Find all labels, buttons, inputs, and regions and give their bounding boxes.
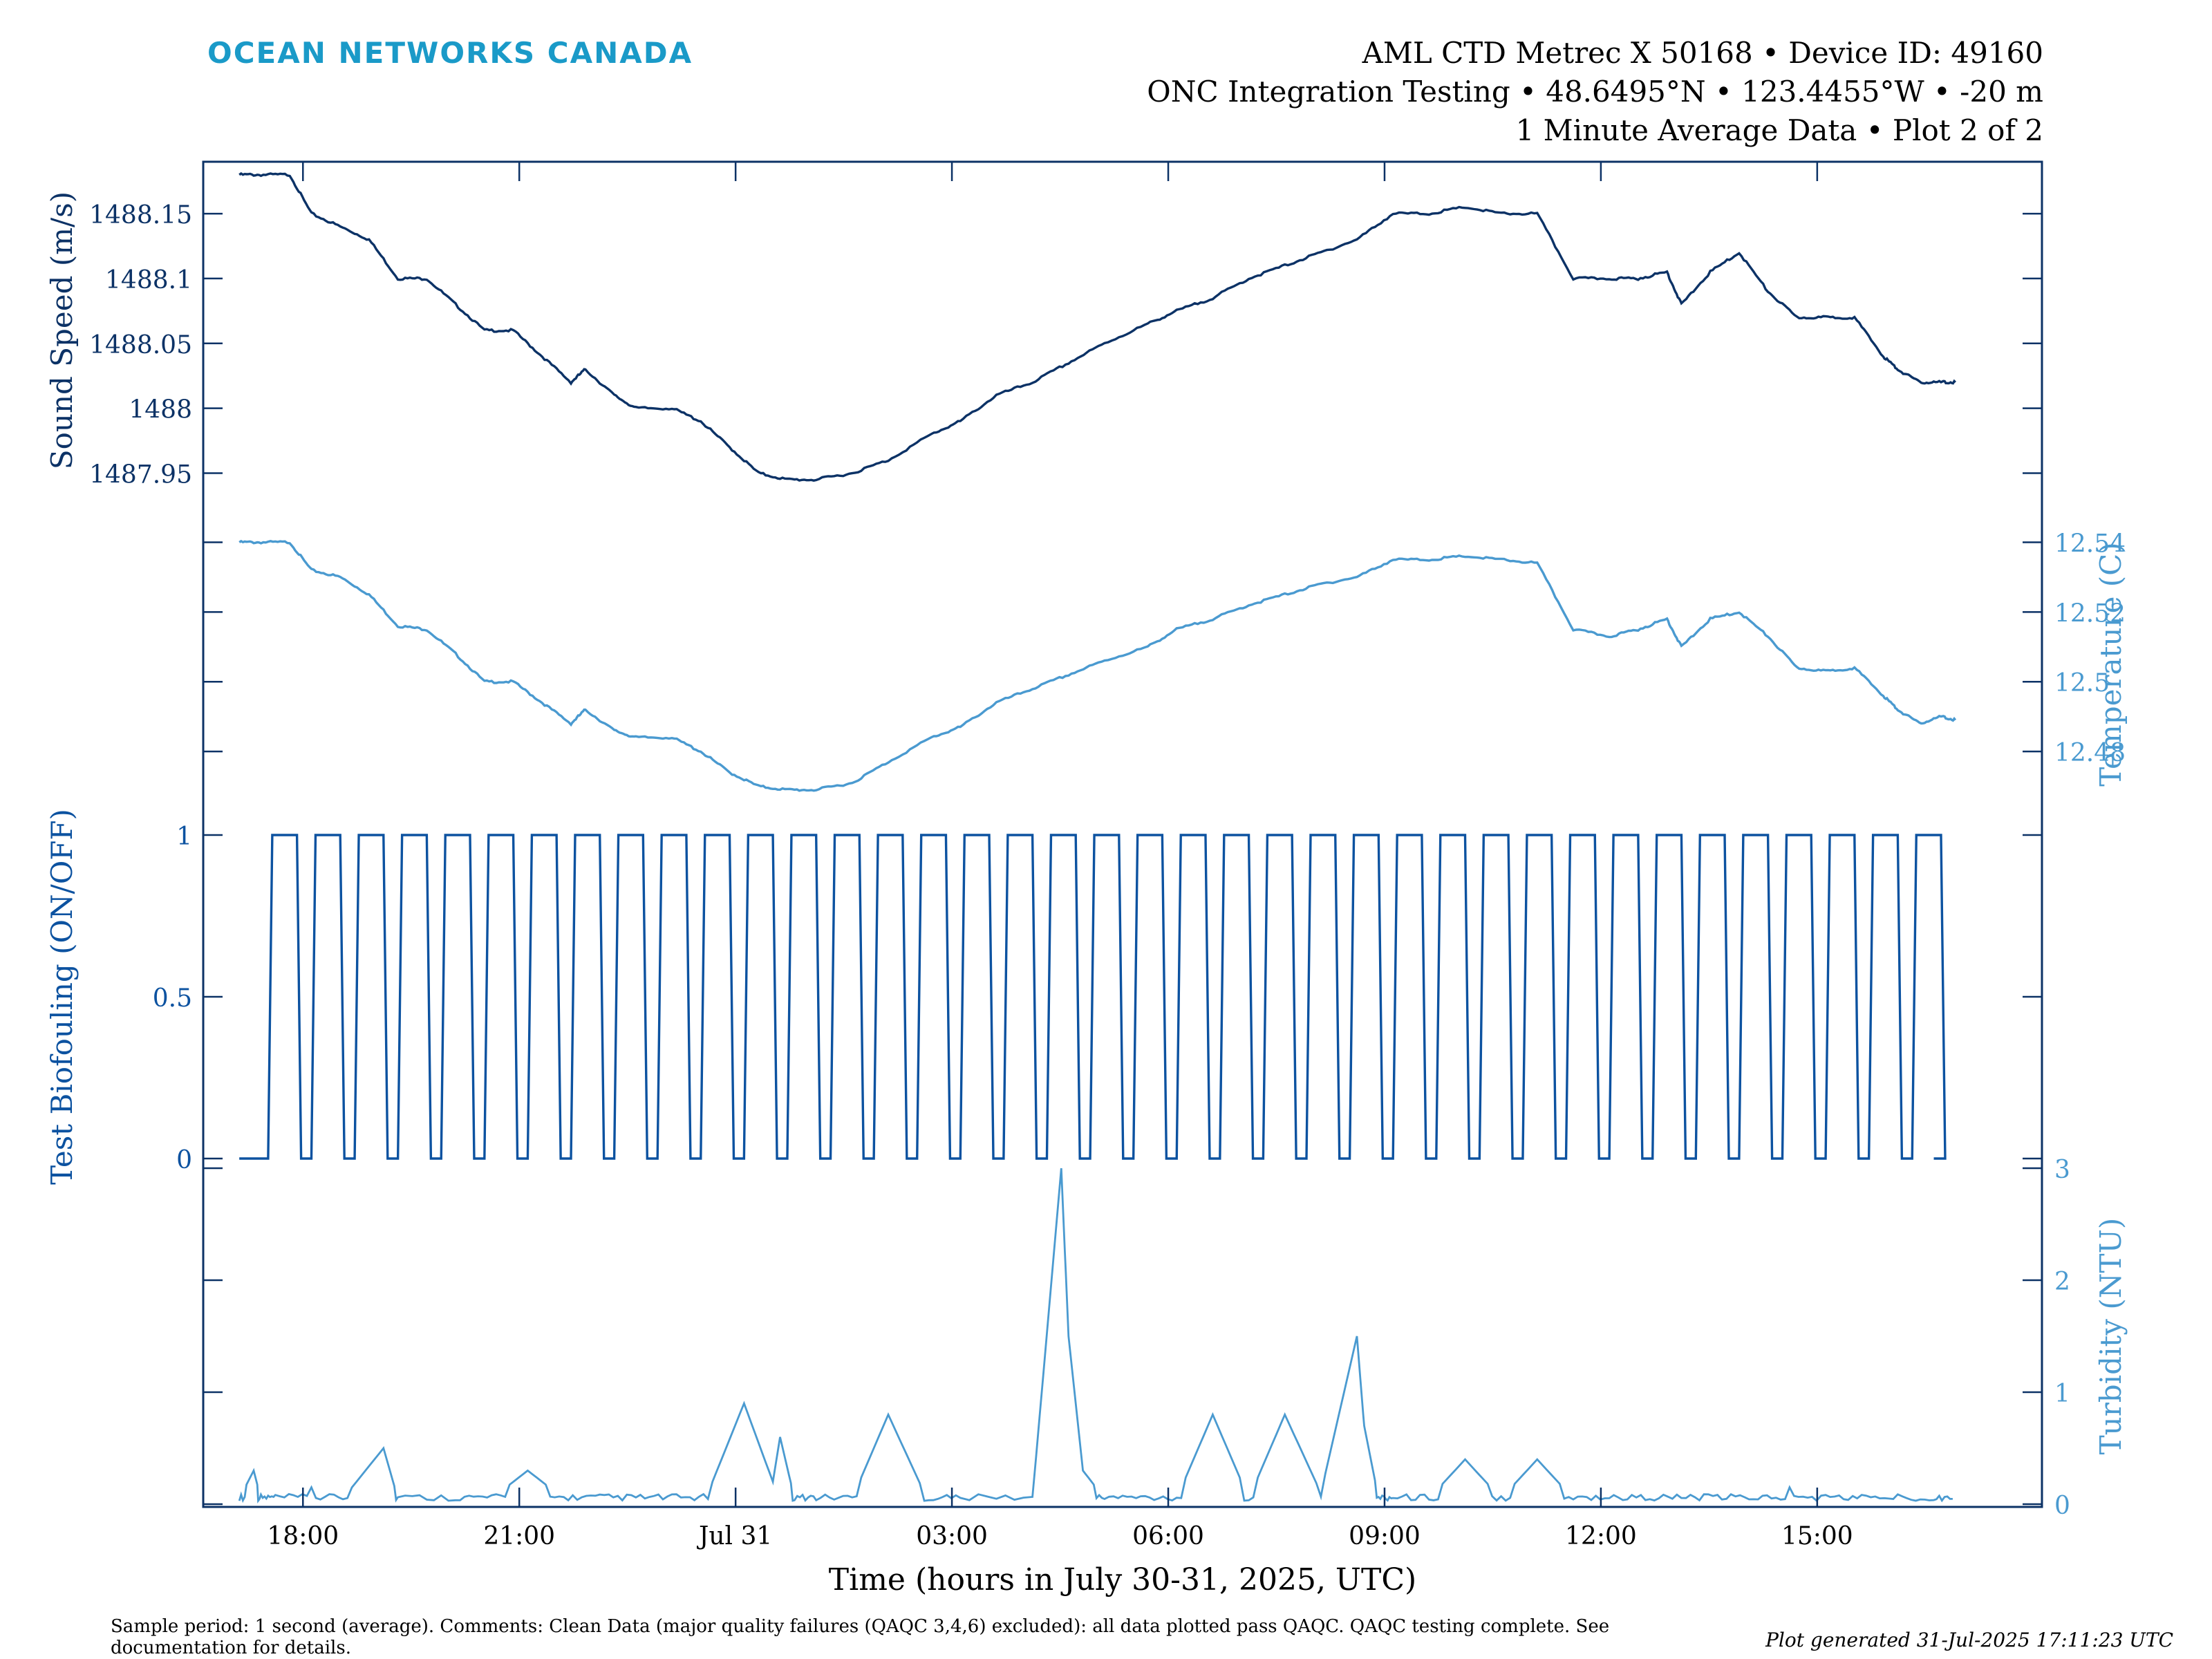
y-tick-label: 12.54: [2054, 529, 2126, 558]
y-tick-label: 1488: [129, 396, 192, 424]
x-tick-label: 12:00: [1565, 1522, 1637, 1550]
y-tick-label: 1: [176, 823, 192, 851]
x-tick-label: 03:00: [916, 1522, 988, 1550]
y-tick-label: 1488.15: [89, 201, 192, 229]
y-tick-label: 12.48: [2054, 739, 2126, 767]
y-axis-label-temperature: Temperature (C): [2094, 542, 2128, 786]
x-tick-label: 18:00: [267, 1522, 339, 1550]
series-sound-speed: [238, 171, 1957, 482]
x-axis-label: Time (hours in July 30-31, 2025, UTC): [829, 1562, 1416, 1597]
series-layer: [238, 171, 1957, 1503]
y-tick-label: 0.5: [153, 984, 192, 1013]
x-tick-label: 15:00: [1781, 1522, 1853, 1550]
header-data-line: 1 Minute Average Data • Plot 2 of 2: [1515, 113, 2043, 147]
y-tick-label: 2: [2054, 1268, 2070, 1296]
y-axis-label-turbidity: Turbidity (NTU): [2094, 1218, 2128, 1455]
y-axis-label-biofouling: Test Biofouling (ON/OFF): [45, 809, 79, 1185]
y-tick-label: 0: [2054, 1492, 2070, 1520]
x-tick-label: Jul 31: [696, 1522, 772, 1550]
y-axis-label-sound-speed: Sound Speed (m/s): [45, 191, 79, 469]
x-tick-label: 21:00: [483, 1522, 555, 1550]
footer-comments: Sample period: 1 second (average). Comme…: [111, 1616, 1610, 1658]
y-tick-label: 1487.95: [89, 460, 192, 489]
series-biofouling: [239, 834, 1947, 1160]
series-turbidity: [238, 1168, 1953, 1503]
series-temperature: [238, 539, 1957, 792]
y-tick-label: 1488.05: [89, 331, 192, 359]
y-axis-labels: 1487.95 1488 1488.05 1488.1 1488.15 Sound Spe…: [45, 191, 2128, 1520]
y-tick-label: 12.5: [2054, 669, 2110, 697]
x-axis: 18:00 21:00 Jul 31 03:00 06:00 09:00 12:00 15:0…: [267, 162, 1853, 1597]
x-tick-label: 09:00: [1349, 1522, 1421, 1550]
header-device-line: AML CTD Metrec X 50168 • Device ID: 4916…: [1362, 36, 2043, 70]
header-location-line: ONC Integration Testing • 48.6495°N • 12…: [1147, 75, 2043, 109]
y-tick-label: 0: [176, 1146, 192, 1174]
y-tick-label: 1: [2054, 1380, 2070, 1408]
y-tick-label: 12.52: [2054, 599, 2126, 628]
brand-logo-text: OCEAN NETWORKS CANADA: [207, 36, 693, 70]
x-tick-label: 06:00: [1132, 1522, 1204, 1550]
footer-generated-timestamp: Plot generated 31-Jul-2025 17:11:23 UTC: [1765, 1629, 2173, 1651]
y-tick-label: 1488.1: [105, 266, 192, 294]
y-tick-label: 3: [2054, 1156, 2070, 1184]
